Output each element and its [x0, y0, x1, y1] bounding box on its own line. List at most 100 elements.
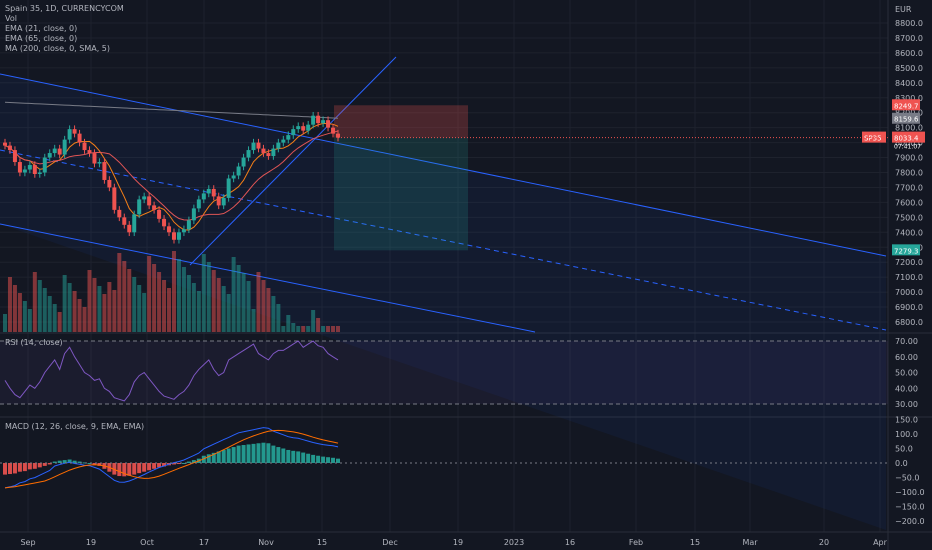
candle-body: [32, 165, 37, 174]
volume-bar: [231, 257, 236, 332]
volume-bar: [266, 288, 271, 332]
candle-body: [331, 127, 336, 134]
time-tick-label: Sep: [20, 538, 35, 547]
candle-body: [57, 148, 62, 155]
candle-body: [3, 142, 7, 146]
volume-bar: [241, 273, 246, 332]
candle-body: [306, 124, 311, 131]
volume-bar: [186, 275, 191, 332]
macd-histogram-bar: [82, 462, 87, 464]
candle-body: [316, 115, 321, 124]
candle-body: [47, 153, 52, 158]
volume-bar: [37, 280, 42, 332]
macd-histogram-bar: [7, 463, 12, 475]
target-price-badge: 7279.3: [894, 247, 919, 255]
price-tick-label: 8700.0: [895, 34, 923, 43]
macd-histogram-bar: [251, 443, 256, 463]
macd-histogram-bar: [67, 459, 72, 463]
price-tick-label: 7200.0: [895, 258, 923, 267]
signal-line: [4, 429, 339, 489]
ma-price-badge: 8159.6: [894, 116, 919, 124]
ma200-line: [4, 101, 339, 119]
macd-histogram-bar: [281, 448, 286, 463]
volume-bar: [117, 253, 122, 332]
volume-bar: [152, 264, 157, 332]
volume-bar: [311, 310, 316, 332]
candle-body: [127, 224, 132, 233]
macd-histogram-bar: [316, 455, 321, 463]
macd-histogram-bar: [226, 448, 231, 463]
stop-zone: [334, 105, 468, 138]
symbol-tag: SP35: [864, 135, 882, 143]
macd-histogram-bar: [236, 445, 241, 463]
macd-histogram-bar: [92, 463, 97, 465]
macd-histogram-bar: [77, 461, 82, 463]
candle-body: [52, 148, 57, 154]
candle-body: [276, 142, 281, 149]
volume-bar: [57, 312, 62, 332]
candle-body: [167, 226, 172, 233]
volume-bar: [147, 256, 152, 332]
macd-histogram-bar: [266, 443, 271, 463]
candle-body: [112, 187, 117, 210]
volume-bar: [157, 272, 162, 332]
candle-body: [246, 150, 251, 158]
rsi-tick-label: 40.00: [895, 384, 918, 393]
candle-body: [87, 150, 92, 154]
legend-vol: Vol: [5, 14, 17, 23]
candle-body: [122, 217, 127, 225]
macd-histogram-bar: [17, 463, 22, 472]
macd-histogram-bar: [52, 461, 57, 463]
candle-body: [261, 148, 266, 154]
volume-bar: [22, 301, 27, 332]
volume-bar: [256, 272, 261, 332]
last-price-badge: 8033.4: [894, 135, 919, 143]
price-tick-label: 6900.0: [895, 303, 923, 312]
volume-bar: [246, 281, 251, 332]
candle-body: [251, 142, 256, 151]
macd-tick-label: −50.0: [895, 474, 920, 483]
macd-histogram-bar: [306, 453, 311, 463]
price-tick-label: 8300.0: [895, 94, 923, 103]
volume-bar: [271, 296, 276, 332]
macd-histogram-bar: [47, 463, 52, 465]
volume-bar: [67, 283, 72, 332]
volume-bar: [326, 326, 331, 332]
volume-bar: [236, 265, 241, 332]
macd-tick-label: 150.0: [895, 416, 918, 425]
volume-bar: [127, 269, 132, 332]
volume-bar: [176, 259, 181, 332]
stop-price-badge: 8249.7: [894, 102, 919, 110]
volume-bar: [201, 254, 206, 332]
time-tick-label: 20: [819, 538, 829, 547]
macd-histogram-bar: [321, 456, 326, 463]
macd-histogram-bar: [291, 450, 296, 463]
time-tick-label: 15: [690, 538, 700, 547]
macd-histogram-bar: [97, 463, 102, 466]
currency-label: EUR: [895, 5, 912, 14]
volume-bar: [107, 282, 112, 332]
volume-bar: [42, 288, 47, 332]
candle-body: [226, 178, 231, 198]
volume-bar: [296, 326, 301, 332]
rsi-tick-label: 50.00: [895, 369, 918, 378]
macd-tick-label: 50.0: [895, 445, 913, 454]
candle-body: [326, 120, 331, 128]
volume-bar: [321, 326, 326, 332]
legend-ma200: MA (200, close, 0, SMA, 5): [5, 44, 111, 53]
last-price-badge-bg: [892, 131, 925, 143]
channel-upper-line: [0, 73, 887, 257]
candle-body: [196, 199, 201, 209]
macd-histogram-bar: [171, 463, 176, 465]
candle-body: [201, 193, 206, 200]
macd-histogram-bar: [147, 463, 152, 471]
price-tick-label: 7000.0: [895, 288, 923, 297]
trend-line: [189, 56, 397, 266]
rsi-band: [0, 341, 888, 404]
candle-body: [286, 135, 291, 140]
candle-body: [206, 188, 211, 194]
time-tick-label: Mar: [742, 538, 758, 547]
candle-body: [62, 139, 67, 155]
macd-histogram-bar: [122, 463, 127, 477]
